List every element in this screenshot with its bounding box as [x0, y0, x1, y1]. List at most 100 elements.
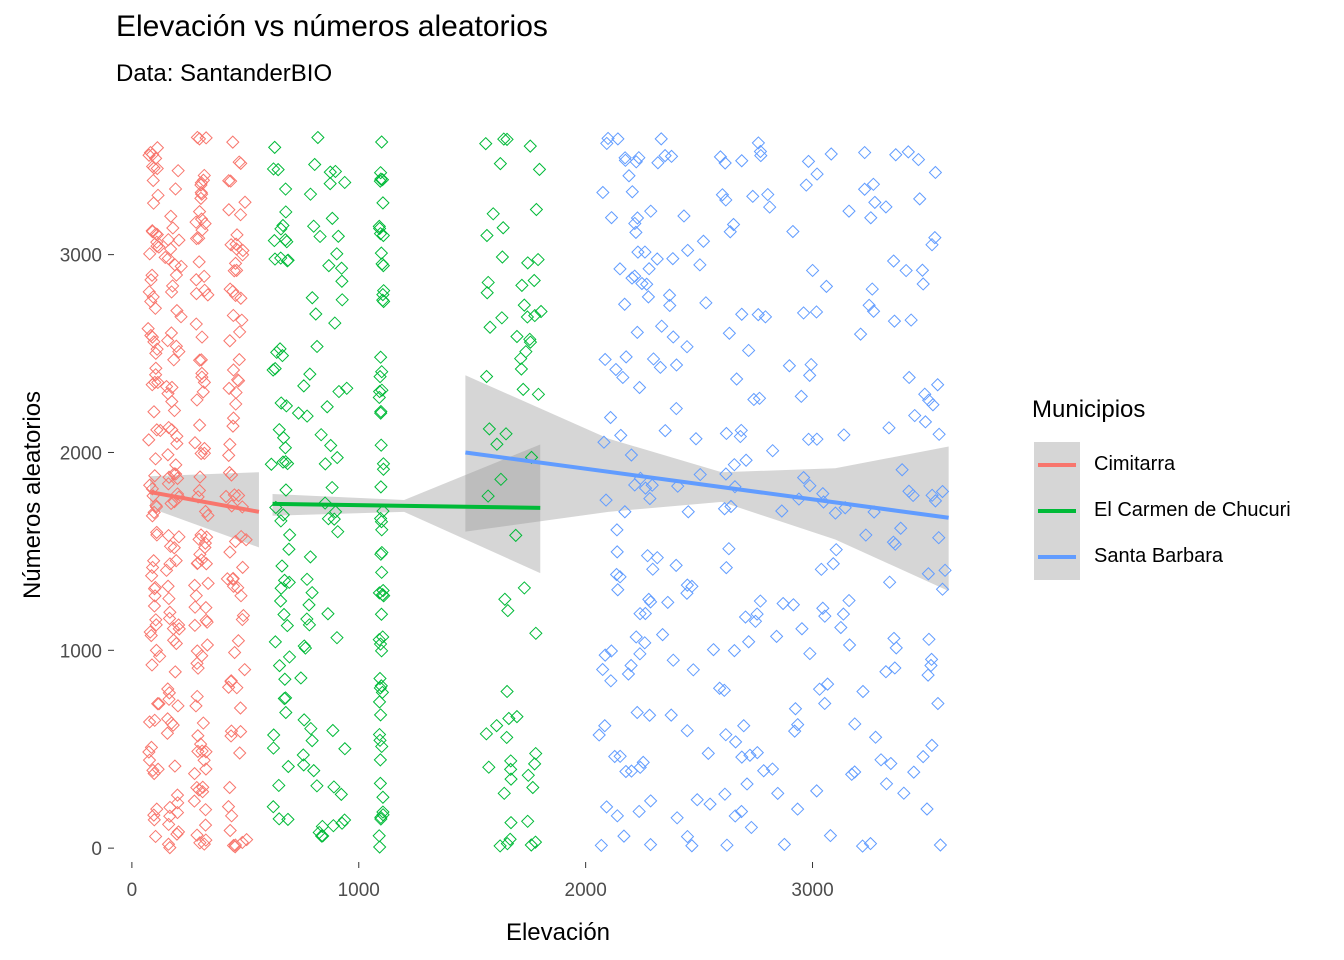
- point-cimitarra: [164, 496, 178, 511]
- point-cimitarra: [198, 504, 213, 519]
- point-cimitarra: [152, 649, 167, 664]
- point-santa-barbara: [633, 647, 647, 661]
- point-santa-barbara: [613, 262, 627, 276]
- point-cimitarra: [171, 825, 186, 839]
- point-cimitarra: [164, 209, 178, 223]
- point-el-carmen-de-chucuri: [495, 311, 509, 325]
- point-el-carmen-de-chucuri: [372, 695, 387, 709]
- point-santa-barbara: [597, 435, 611, 449]
- point-santa-barbara: [664, 149, 679, 164]
- point-santa-barbara: [630, 325, 645, 340]
- point-cimitarra: [235, 248, 250, 262]
- point-santa-barbara: [922, 632, 936, 647]
- point-santa-barbara: [865, 282, 879, 296]
- point-santa-barbara: [848, 717, 862, 731]
- point-el-carmen-de-chucuri: [282, 575, 296, 590]
- point-cimitarra: [239, 533, 253, 547]
- point-cimitarra: [170, 827, 184, 841]
- point-santa-barbara: [921, 668, 935, 682]
- point-cimitarra: [168, 182, 183, 196]
- point-cimitarra: [227, 488, 242, 502]
- point-cimitarra: [198, 818, 213, 832]
- point-cimitarra: [230, 228, 244, 242]
- point-santa-barbara: [729, 372, 744, 386]
- point-santa-barbara: [680, 578, 695, 592]
- point-el-carmen-de-chucuri: [496, 221, 510, 235]
- point-el-carmen-de-chucuri: [376, 258, 391, 273]
- point-santa-barbara: [816, 601, 830, 615]
- point-santa-barbara: [787, 724, 802, 738]
- point-el-carmen-de-chucuri: [328, 316, 342, 330]
- point-santa-barbara: [610, 545, 624, 559]
- point-el-carmen-de-chucuri: [514, 362, 529, 376]
- point-santa-barbara: [618, 153, 633, 168]
- point-santa-barbara: [613, 570, 627, 584]
- y-axis-label: Números aleatorios: [19, 391, 46, 599]
- point-cimitarra: [150, 239, 164, 253]
- point-el-carmen-de-chucuri: [376, 457, 391, 471]
- point-santa-barbara: [916, 749, 930, 764]
- point-santa-barbara: [611, 132, 625, 146]
- point-santa-barbara: [728, 735, 743, 749]
- point-cimitarra: [192, 532, 206, 547]
- point-el-carmen-de-chucuri: [376, 287, 390, 302]
- point-santa-barbara: [596, 185, 610, 200]
- point-cimitarra: [228, 534, 243, 549]
- point-santa-barbara: [666, 653, 680, 667]
- point-el-carmen-de-chucuri: [486, 207, 500, 221]
- point-el-carmen-de-chucuri: [281, 812, 295, 827]
- point-santa-barbara: [790, 717, 805, 732]
- point-santa-barbara: [643, 595, 658, 609]
- point-santa-barbara: [777, 837, 792, 852]
- point-el-carmen-de-chucuri: [278, 454, 293, 469]
- point-el-carmen-de-chucuri: [375, 523, 389, 537]
- point-santa-barbara: [650, 252, 664, 266]
- point-el-carmen-de-chucuri: [374, 679, 389, 693]
- point-cimitarra: [171, 618, 186, 632]
- point-cimitarra: [226, 579, 241, 593]
- point-el-carmen-de-chucuri: [307, 157, 322, 172]
- point-cimitarra: [161, 579, 175, 593]
- point-santa-barbara: [886, 254, 901, 268]
- point-el-carmen-de-chucuri: [266, 800, 280, 814]
- point-el-carmen-de-chucuri: [521, 768, 535, 783]
- point-el-carmen-de-chucuri: [309, 307, 323, 321]
- point-santa-barbara: [650, 550, 664, 565]
- point-santa-barbara: [638, 245, 652, 259]
- point-santa-barbara: [734, 804, 749, 819]
- point-santa-barbara: [931, 696, 945, 711]
- point-santa-barbara: [823, 828, 838, 843]
- point-cimitarra: [227, 264, 241, 278]
- point-el-carmen-de-chucuri: [340, 381, 354, 396]
- point-el-carmen-de-chucuri: [523, 139, 537, 153]
- point-santa-barbara: [810, 432, 824, 446]
- point-el-carmen-de-chucuri: [374, 364, 389, 379]
- point-el-carmen-de-chucuri: [373, 406, 388, 420]
- point-santa-barbara: [609, 362, 623, 377]
- point-cimitarra: [197, 283, 212, 298]
- point-santa-barbara: [776, 596, 790, 611]
- point-cimitarra: [148, 469, 162, 483]
- point-el-carmen-de-chucuri: [275, 559, 289, 573]
- point-santa-barbara: [640, 548, 655, 563]
- point-santa-barbara: [735, 154, 749, 168]
- point-santa-barbara: [617, 297, 632, 311]
- point-cimitarra: [152, 240, 166, 254]
- point-el-carmen-de-chucuri: [282, 528, 297, 542]
- point-cimitarra: [230, 680, 244, 695]
- point-el-carmen-de-chucuri: [489, 718, 504, 733]
- y-tick-label: 1000: [60, 641, 102, 662]
- legend-line-el-carmen-de-chucuri: [1038, 509, 1076, 513]
- point-el-carmen-de-chucuri: [523, 332, 537, 347]
- point-cimitarra: [188, 618, 202, 633]
- point-el-carmen-de-chucuri: [335, 274, 349, 288]
- point-cimitarra: [148, 829, 163, 844]
- point-santa-barbara: [610, 809, 625, 823]
- point-cimitarra: [232, 155, 246, 169]
- point-el-carmen-de-chucuri: [521, 256, 535, 270]
- point-el-carmen-de-chucuri: [510, 709, 524, 724]
- point-santa-barbara: [889, 148, 903, 162]
- point-el-carmen-de-chucuri: [278, 691, 293, 705]
- point-cimitarra: [197, 441, 212, 456]
- point-cimitarra: [237, 662, 252, 677]
